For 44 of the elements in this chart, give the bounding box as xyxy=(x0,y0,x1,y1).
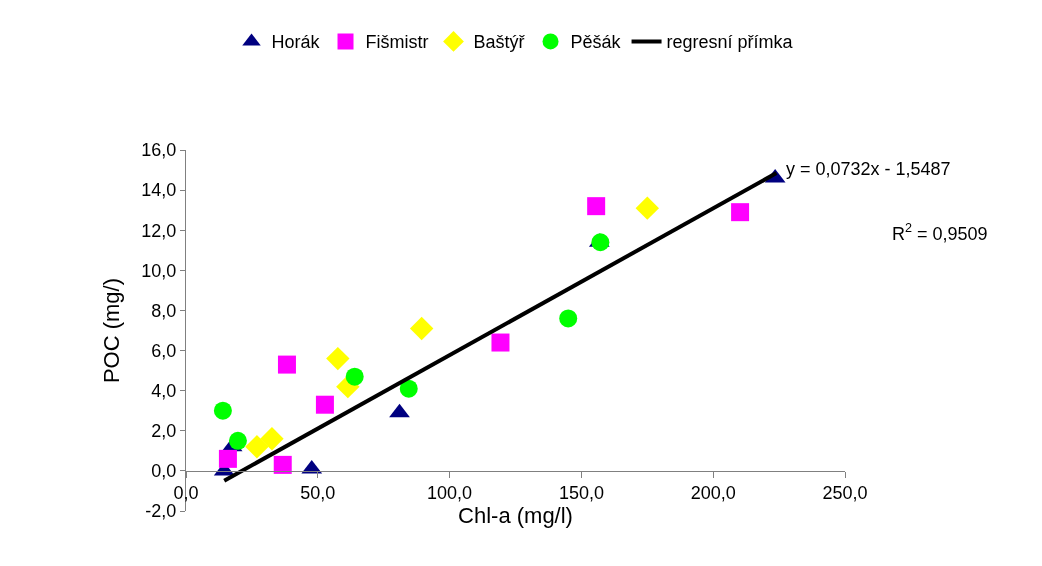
y-tick-label: 4,0 xyxy=(151,380,177,401)
legend-label: Baštýř xyxy=(473,32,526,53)
point xyxy=(491,333,510,352)
point xyxy=(345,367,364,386)
point xyxy=(389,403,410,418)
point xyxy=(273,455,292,474)
point xyxy=(409,316,434,341)
point xyxy=(277,355,296,374)
x-tick-label: 150,0 xyxy=(558,483,604,504)
text: R$^{2}$ = 0,9509 xyxy=(892,221,988,244)
x-tick-label: 50,0 xyxy=(300,483,336,504)
y-tick-label: -2,0 xyxy=(145,501,177,522)
point xyxy=(635,196,659,220)
point xyxy=(591,233,610,252)
y-tick-label: 14,0 xyxy=(141,180,177,201)
y-tick-label: 10,0 xyxy=(141,260,177,281)
y-tick-label: 12,0 xyxy=(141,220,177,241)
y-tick-label: 2,0 xyxy=(151,421,177,442)
x-tick-label: 200,0 xyxy=(690,483,736,504)
legend-label: regresní přímka xyxy=(666,32,794,53)
y-tick-label: 6,0 xyxy=(151,340,177,361)
x-tick-label: 100,0 xyxy=(427,483,473,504)
point xyxy=(315,395,334,414)
annotation: y = 0,0732x - 1,5487 xyxy=(786,159,951,179)
x-tick-label: 250,0 xyxy=(822,483,868,504)
point xyxy=(559,309,578,328)
point xyxy=(218,449,237,468)
point xyxy=(245,435,269,459)
point xyxy=(399,379,418,398)
x-axis-title: Chl-a (mg/l) xyxy=(458,503,573,529)
x-tick-label: 0,0 xyxy=(173,483,199,504)
legend-label: Fišmistr xyxy=(365,32,429,53)
legend-label: Horák xyxy=(271,32,321,53)
point xyxy=(260,427,284,451)
y-tick-label: 0,0 xyxy=(151,461,177,482)
point xyxy=(213,401,232,420)
point xyxy=(228,431,247,450)
legend-label: Pěšák xyxy=(570,32,622,53)
y-tick-label: 16,0 xyxy=(141,140,177,161)
point xyxy=(587,197,606,216)
point xyxy=(731,203,750,222)
point xyxy=(326,346,350,371)
y-axis-title: POC (mg/) xyxy=(99,277,125,384)
y-tick-label: 8,0 xyxy=(151,300,177,321)
